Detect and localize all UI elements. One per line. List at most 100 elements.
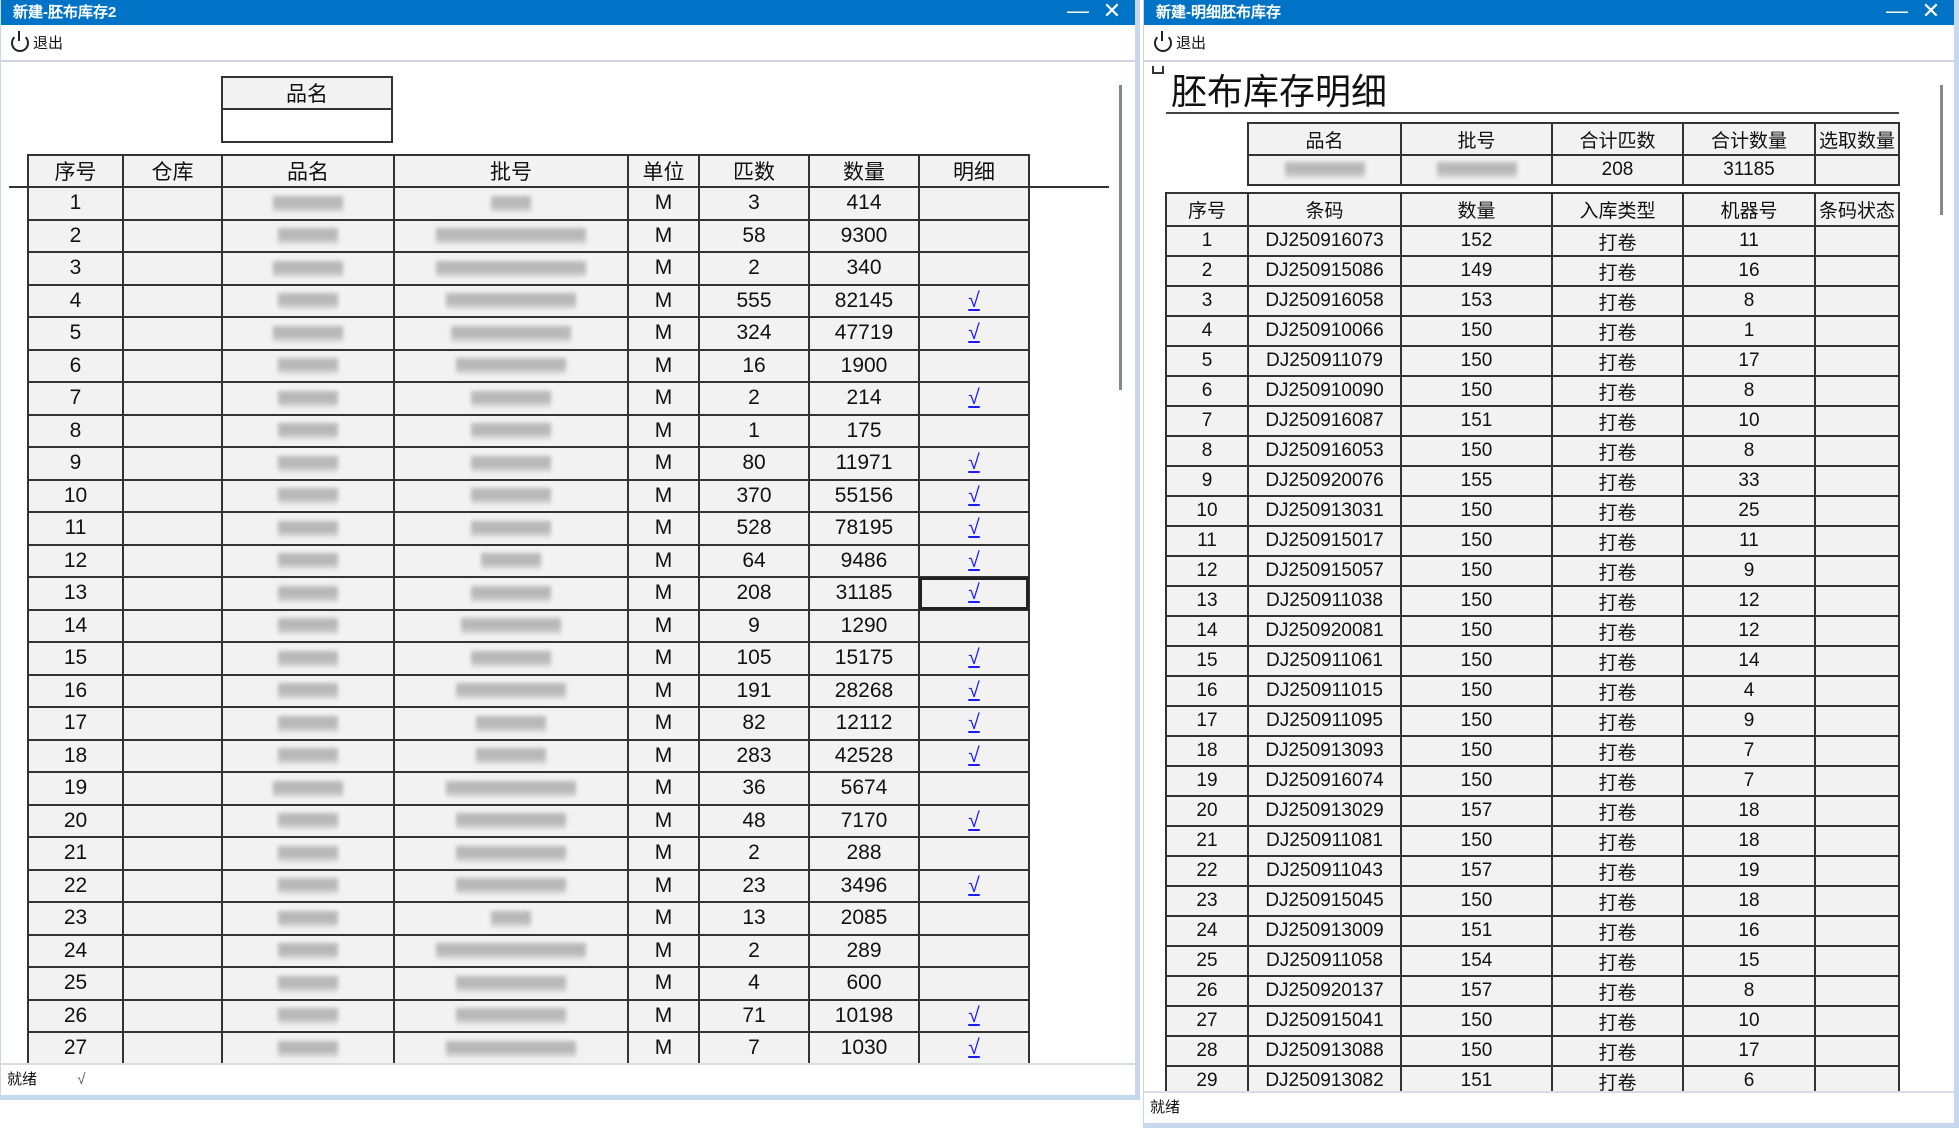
table-row[interactable]: 3 M 2 340 (27, 251, 1030, 286)
detail-check-link[interactable]: √ (968, 516, 980, 540)
table-row[interactable]: 4 DJ250910066 150 打卷 1 (1165, 315, 1900, 347)
table-row[interactable]: 10 M 370 55156 √ (27, 478, 1030, 513)
column-header-detail[interactable]: 明细 (918, 154, 1030, 188)
minimize-button[interactable]: — (1886, 0, 1908, 23)
table-row[interactable]: 16 M 191 28268 √ (27, 673, 1030, 708)
table-row[interactable]: 6 M 16 1900 (27, 348, 1030, 383)
table-row[interactable]: 1 M 3 414 (27, 186, 1030, 221)
table-row[interactable]: 8 M 1 175 (27, 413, 1030, 448)
row-detail-link[interactable]: √ (918, 446, 1030, 481)
detail-check-link[interactable]: √ (968, 1003, 980, 1027)
table-row[interactable]: 25 DJ250911058 154 打卷 15 (1165, 945, 1900, 977)
detail-check-link[interactable]: √ (968, 678, 980, 702)
row-detail-link[interactable]: √ (918, 1031, 1030, 1066)
row-detail-link[interactable]: √ (918, 738, 1030, 773)
table-row[interactable]: 20 M 48 7170 √ (27, 803, 1030, 838)
table-row[interactable]: 18 DJ250913093 150 打卷 7 (1165, 735, 1900, 767)
table-row[interactable]: 20 DJ250913029 157 打卷 18 (1165, 795, 1900, 827)
detail-check-link[interactable]: √ (968, 873, 980, 897)
column-header-seq[interactable]: 序号 (27, 154, 124, 188)
column-header-product[interactable]: 品名 (221, 154, 395, 188)
column-header-batch[interactable]: 批号 (393, 154, 629, 188)
column-header-unit[interactable]: 单位 (627, 154, 700, 188)
row-detail-link[interactable]: √ (918, 868, 1030, 903)
table-row[interactable]: 10 DJ250913031 150 打卷 25 (1165, 495, 1900, 527)
column-header-warehouse[interactable]: 仓库 (122, 154, 223, 188)
detail-check-link[interactable]: √ (968, 321, 980, 345)
row-detail-link[interactable]: √ (918, 511, 1030, 546)
detail-check-link[interactable]: √ (968, 808, 980, 832)
table-row[interactable]: 14 DJ250920081 150 打卷 12 (1165, 615, 1900, 647)
table-row[interactable]: 22 DJ250911043 157 打卷 19 (1165, 855, 1900, 887)
table-row[interactable]: 15 M 105 15175 √ (27, 641, 1030, 676)
detail-check-link[interactable]: √ (968, 646, 980, 670)
column-header-qty[interactable]: 数量 (808, 154, 920, 188)
table-row[interactable]: 27 DJ250915041 150 打卷 10 (1165, 1005, 1900, 1037)
table-row[interactable]: 8 DJ250916053 150 打卷 8 (1165, 435, 1900, 467)
row-detail-link[interactable]: √ (918, 803, 1030, 838)
column-header-machine-no[interactable]: 机器号 (1682, 192, 1816, 227)
table-row[interactable]: 11 DJ250915017 150 打卷 11 (1165, 525, 1900, 557)
table-row[interactable]: 15 DJ250911061 150 打卷 14 (1165, 645, 1900, 677)
table-row[interactable]: 11 M 528 78195 √ (27, 511, 1030, 546)
row-detail-link[interactable]: √ (918, 706, 1030, 741)
table-row[interactable]: 17 M 82 12112 √ (27, 706, 1030, 741)
table-row[interactable]: 13 M 208 31185 √ (27, 576, 1030, 611)
close-button[interactable]: ✕ (1921, 0, 1941, 23)
table-row[interactable]: 19 M 36 5674 (27, 771, 1030, 806)
table-row[interactable]: 26 DJ250920137 157 打卷 8 (1165, 975, 1900, 1007)
table-row[interactable]: 17 DJ250911095 150 打卷 9 (1165, 705, 1900, 737)
column-header-pieces[interactable]: 匹数 (698, 154, 810, 188)
row-detail-link[interactable]: √ (918, 283, 1030, 318)
detail-check-link[interactable]: √ (968, 1036, 980, 1060)
detail-check-link[interactable]: √ (968, 451, 980, 475)
detail-check-link[interactable]: √ (968, 581, 980, 605)
table-row[interactable]: 4 M 555 82145 √ (27, 283, 1030, 318)
row-detail-link[interactable]: √ (918, 316, 1030, 351)
table-row[interactable]: 12 M 64 9486 √ (27, 543, 1030, 578)
close-button[interactable]: ✕ (1102, 0, 1122, 23)
table-row[interactable]: 23 DJ250915045 150 打卷 18 (1165, 885, 1900, 917)
table-row[interactable]: 7 DJ250916087 151 打卷 10 (1165, 405, 1900, 437)
column-header-qty[interactable]: 数量 (1400, 192, 1553, 227)
table-row[interactable]: 6 DJ250910090 150 打卷 8 (1165, 375, 1900, 407)
row-detail-link[interactable]: √ (918, 381, 1030, 416)
row-detail-link[interactable]: √ (918, 543, 1030, 578)
table-row[interactable]: 21 DJ250911081 150 打卷 18 (1165, 825, 1900, 857)
row-detail-link[interactable]: √ (918, 641, 1030, 676)
exit-button[interactable]: 退出 (11, 31, 63, 52)
table-row[interactable]: 7 M 2 214 √ (27, 381, 1030, 416)
table-row[interactable]: 23 M 13 2085 (27, 901, 1030, 936)
table-row[interactable]: 28 DJ250913088 150 打卷 17 (1165, 1035, 1900, 1067)
row-detail-link[interactable]: √ (918, 576, 1030, 611)
table-row[interactable]: 2 M 58 9300 (27, 218, 1030, 253)
table-row[interactable]: 2 DJ250915086 149 打卷 16 (1165, 255, 1900, 287)
vertical-scrollbar[interactable] (1119, 85, 1122, 390)
table-row[interactable]: 5 DJ250911079 150 打卷 17 (1165, 345, 1900, 377)
table-row[interactable]: 13 DJ250911038 150 打卷 12 (1165, 585, 1900, 617)
table-row[interactable]: 21 M 2 288 (27, 836, 1030, 871)
table-row[interactable]: 12 DJ250915057 150 打卷 9 (1165, 555, 1900, 587)
table-row[interactable]: 9 M 80 11971 √ (27, 446, 1030, 481)
row-detail-link[interactable]: √ (918, 673, 1030, 708)
table-row[interactable]: 14 M 9 1290 (27, 608, 1030, 643)
detail-check-link[interactable]: √ (968, 548, 980, 572)
summary-selected-qty[interactable] (1814, 154, 1900, 186)
table-row[interactable]: 22 M 23 3496 √ (27, 868, 1030, 903)
table-row[interactable]: 26 M 71 10198 √ (27, 998, 1030, 1033)
column-header-barcode[interactable]: 条码 (1247, 192, 1402, 227)
table-row[interactable]: 24 DJ250913009 151 打卷 16 (1165, 915, 1900, 947)
table-row[interactable]: 16 DJ250911015 150 打卷 4 (1165, 675, 1900, 707)
row-detail-link[interactable]: √ (918, 478, 1030, 513)
table-row[interactable]: 3 DJ250916058 153 打卷 8 (1165, 285, 1900, 317)
minimize-button[interactable]: — (1067, 0, 1089, 23)
table-row[interactable]: 5 M 324 47719 √ (27, 316, 1030, 351)
table-row[interactable]: 1 DJ250916073 152 打卷 11 (1165, 225, 1900, 257)
column-header-inbound-type[interactable]: 入库类型 (1551, 192, 1684, 227)
table-row[interactable]: 25 M 4 600 (27, 966, 1030, 1001)
column-header-barcode-status[interactable]: 条码状态 (1814, 192, 1900, 227)
exit-button[interactable]: 退出 (1154, 31, 1206, 52)
product-name-filter-input[interactable] (221, 108, 393, 143)
detail-check-link[interactable]: √ (968, 711, 980, 735)
detail-check-link[interactable]: √ (968, 386, 980, 410)
